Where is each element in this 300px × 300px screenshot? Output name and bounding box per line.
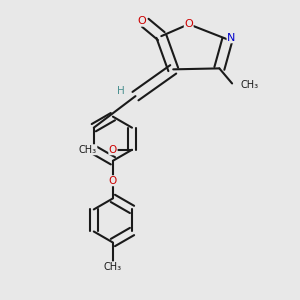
Text: O: O [138,16,146,26]
Text: CH₃: CH₃ [104,262,122,272]
Text: CH₃: CH₃ [79,145,97,155]
Text: CH₃: CH₃ [240,80,258,90]
Text: O: O [184,19,193,29]
Text: O: O [109,176,117,186]
Text: N: N [227,33,236,43]
Text: O: O [109,145,117,155]
Text: H: H [117,86,125,96]
